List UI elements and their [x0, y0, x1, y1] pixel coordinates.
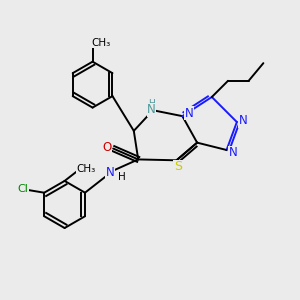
Text: S: S — [174, 160, 182, 173]
Text: Cl: Cl — [18, 184, 28, 194]
Text: N: N — [147, 103, 156, 116]
Text: N: N — [184, 107, 193, 120]
Text: CH₃: CH₃ — [76, 164, 96, 174]
Text: O: O — [102, 141, 111, 154]
Text: H: H — [118, 172, 126, 182]
Text: N: N — [106, 166, 115, 178]
Text: H: H — [148, 99, 155, 108]
Text: N: N — [229, 146, 237, 159]
Text: CH₃: CH₃ — [91, 38, 110, 47]
Text: N: N — [239, 114, 248, 127]
